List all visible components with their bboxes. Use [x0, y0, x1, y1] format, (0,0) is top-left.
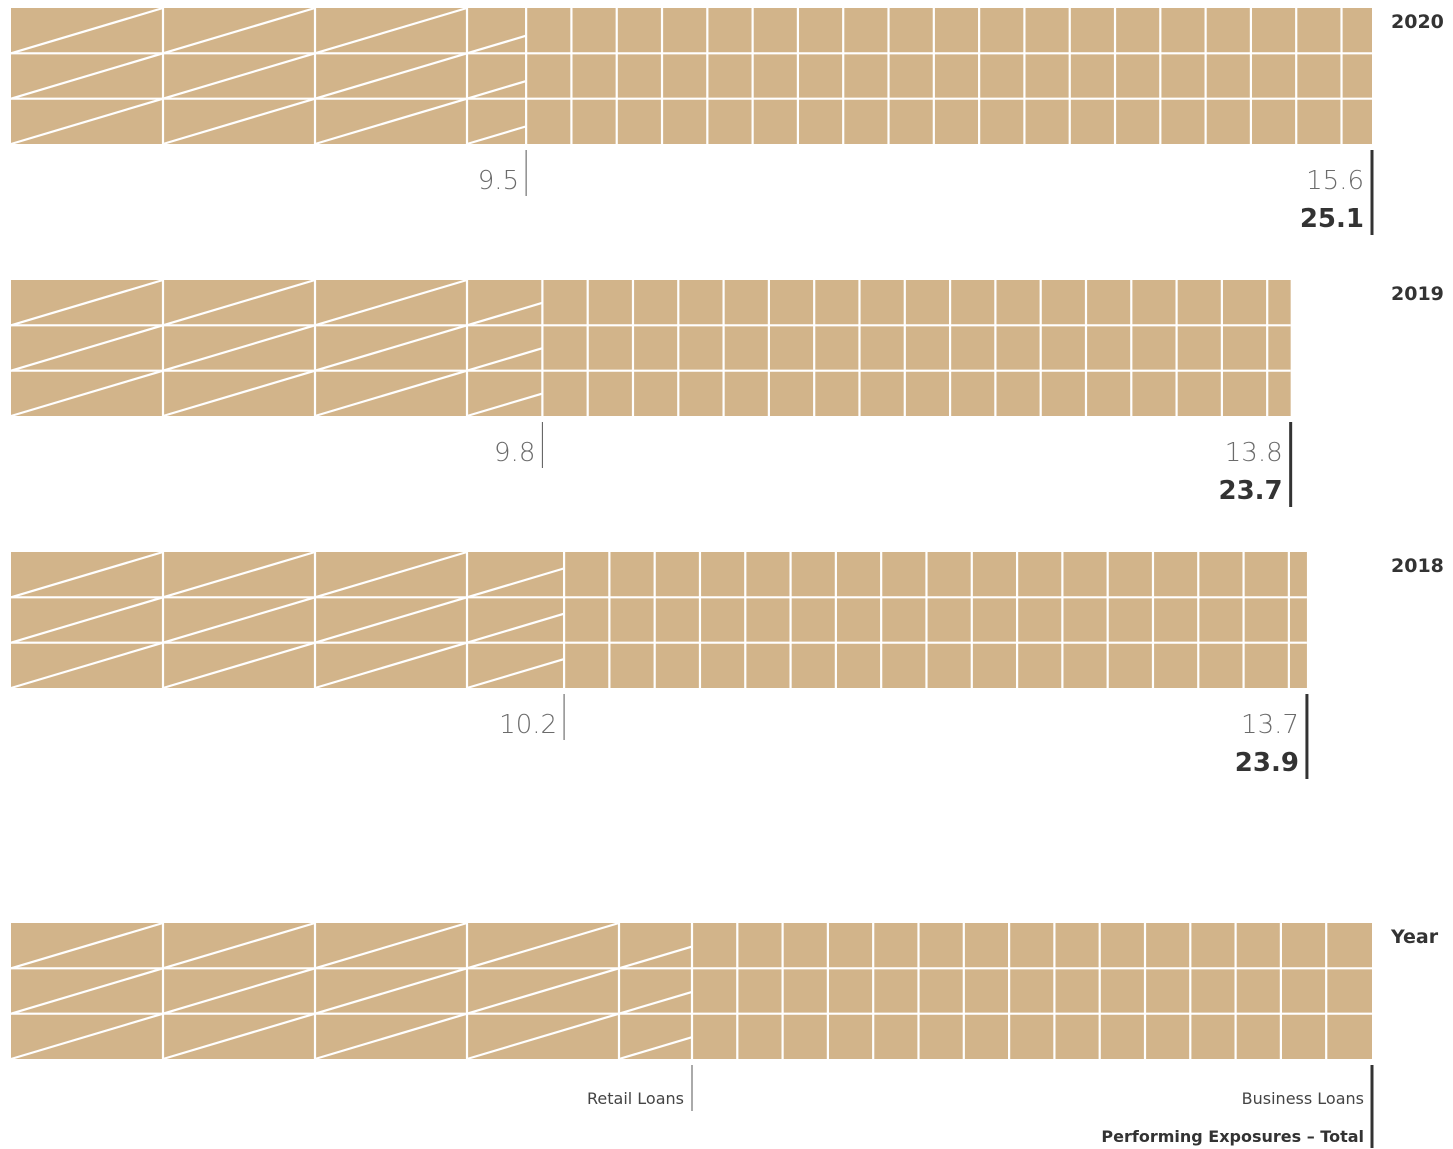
bar-2019-bar-pattern [10, 278, 1291, 418]
bar-2019-business-value: 13.8 [1225, 438, 1283, 468]
legend-retail-bar [11, 923, 692, 1059]
legend-total-label: Performing Exposures – Total [1101, 1127, 1364, 1146]
bar-2018-retail-bar [11, 552, 565, 688]
legend-business-bar [692, 923, 1372, 1059]
bar-2019-retail-bar [11, 280, 543, 416]
bar-2020-business-value: 15.6 [1306, 166, 1364, 196]
bar-group-2018: 2018 10.2 13.7 23.9 [10, 550, 1444, 779]
bar-2018-business-bar [564, 552, 1307, 688]
bar-2020-business-bar [526, 8, 1372, 144]
bar-2018-bar-pattern [10, 550, 1307, 690]
bar-2018-retail-value: 10.2 [499, 710, 557, 740]
bar-2019-retail-value: 9.8 [494, 438, 535, 468]
legend-retail-label: Retail Loans [587, 1089, 684, 1108]
legend: Year Retail Loans Business Loans Performing… [10, 921, 1439, 1148]
bar-2020-bar-pattern [10, 6, 1372, 146]
year-label-2019: 2019 [1391, 283, 1444, 305]
bar-group-2020: 2020 9.5 15.6 25.1 [10, 6, 1444, 235]
bar-2018-total-value: 23.9 [1235, 748, 1299, 778]
year-label-2020: 2020 [1391, 11, 1444, 33]
bar-2019-total-value: 23.7 [1219, 476, 1283, 506]
bar-2020-retail-value: 9.5 [478, 166, 519, 196]
legend-category-label: Year [1390, 926, 1439, 948]
legend-bar-pattern [10, 921, 1372, 1061]
bar-2019-business-bar [542, 280, 1291, 416]
year-label-2018: 2018 [1391, 555, 1444, 577]
bar-2020-total-value: 25.1 [1300, 204, 1364, 234]
bar-2020-retail-bar [11, 8, 527, 144]
bar-group-2019: 2019 9.8 13.8 23.7 [10, 278, 1444, 507]
legend-business-label: Business Loans [1242, 1089, 1364, 1108]
bar-2018-business-value: 13.7 [1241, 710, 1299, 740]
